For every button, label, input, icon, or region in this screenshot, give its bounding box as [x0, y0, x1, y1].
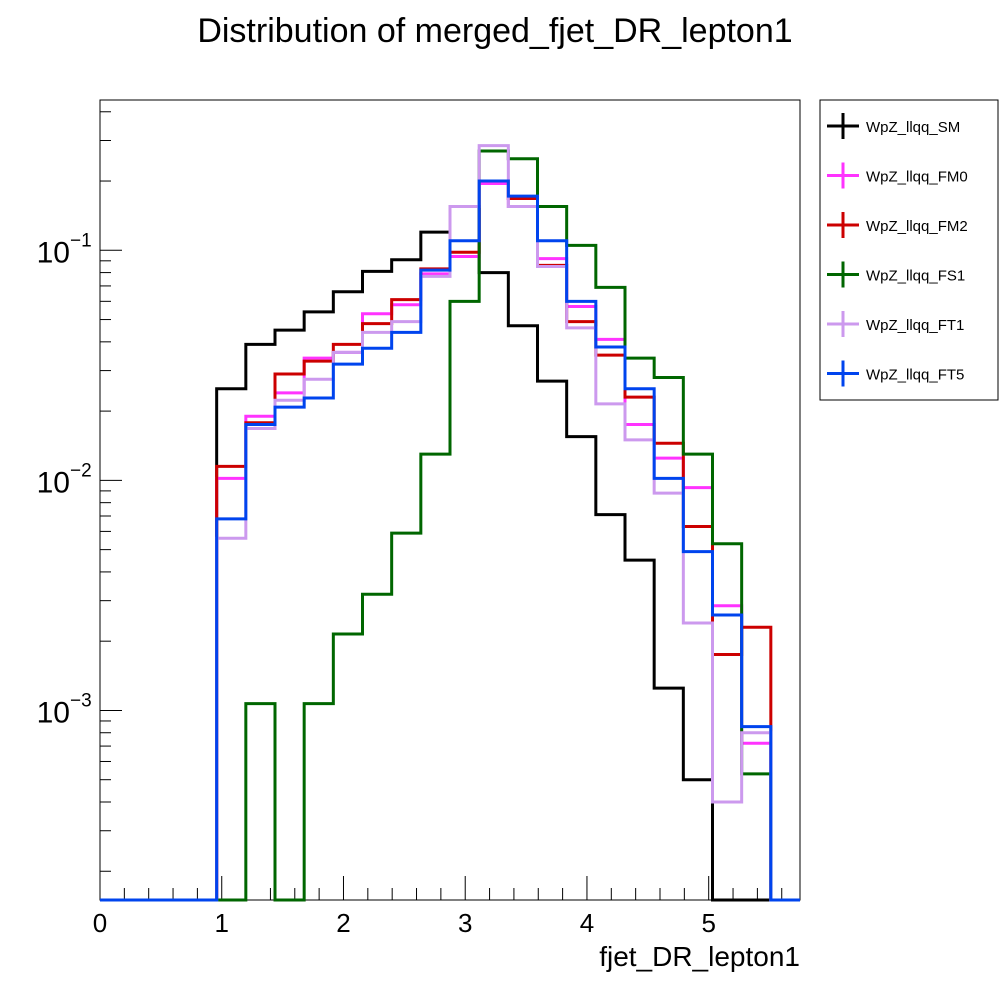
- y-tick-label: 10: [37, 696, 70, 729]
- x-axis-label: fjet_DR_lepton1: [599, 941, 800, 972]
- legend-label: WpZ_llqq_FM0: [866, 169, 968, 186]
- series-line-WpZ_llqq_FM2: [100, 179, 800, 902]
- legend-entry: WpZ_llqq_FT5: [827, 360, 964, 387]
- legend-entry: WpZ_llqq_FT1: [827, 311, 964, 337]
- y-tick-exponent: −2: [70, 460, 92, 481]
- legend-box: [819, 99, 999, 401]
- x-tick-label: 3: [458, 908, 472, 938]
- x-tick-label: 2: [336, 908, 350, 938]
- legend-label: WpZ_llqq_FM2: [866, 218, 968, 235]
- chart-title: Distribution of merged_fjet_DR_lepton1: [197, 12, 793, 50]
- legend-label: WpZ_llqq_FT5: [866, 367, 964, 384]
- legend-entry: WpZ_llqq_FS1: [827, 261, 965, 288]
- x-tick-label: 0: [93, 908, 107, 938]
- y-tick-exponent: −1: [70, 230, 92, 251]
- x-tick-label: 5: [701, 908, 715, 938]
- legend-label: WpZ_llqq_FS1: [866, 268, 965, 285]
- legend-label: WpZ_llqq_FT1: [866, 317, 964, 334]
- x-tick-label: 4: [580, 908, 594, 938]
- y-tick-label: 10: [37, 466, 70, 499]
- series-line-WpZ_llqq_FT5: [100, 179, 800, 902]
- legend-entry: WpZ_llqq_FM0: [827, 162, 968, 189]
- legend-label: WpZ_llqq_SM: [866, 119, 960, 136]
- x-tick-label: 1: [215, 908, 229, 938]
- legend-entry: WpZ_llqq_FM2: [827, 212, 968, 238]
- plot-frame: [99, 99, 801, 901]
- legend-entry: WpZ_llqq_SM: [827, 113, 960, 139]
- y-tick-label: 10: [37, 236, 70, 269]
- series-line-WpZ_llqq_FM0: [100, 182, 800, 902]
- y-tick-exponent: −3: [70, 690, 92, 711]
